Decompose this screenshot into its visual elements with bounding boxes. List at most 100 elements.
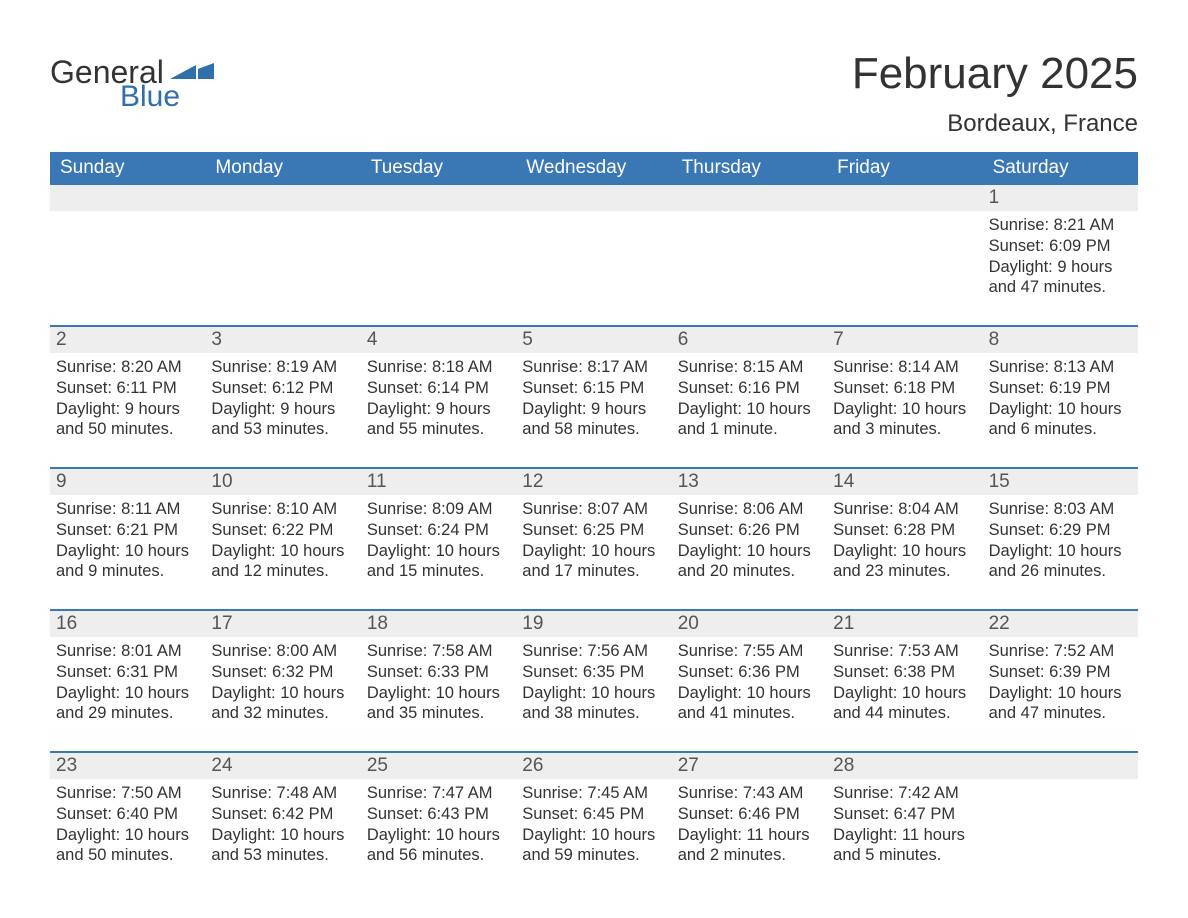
day-cell: Sunrise: 8:06 AMSunset: 6:26 PMDaylight:… [672,495,827,591]
day-detail-line: Sunset: 6:38 PM [833,662,974,683]
dow-thursday: Thursday [672,152,827,185]
day-number: 22 [983,611,1138,637]
logo: General Blue [50,56,214,112]
day-detail-line: Daylight: 10 hours and 1 minute. [678,399,819,440]
day-detail-line: Sunset: 6:42 PM [211,804,352,825]
daynum-band: 2345678 [50,327,1138,353]
day-cell: Sunrise: 7:43 AMSunset: 6:46 PMDaylight:… [672,779,827,875]
day-cell [827,211,982,307]
day-number: 21 [827,611,982,637]
day-number: 9 [50,469,205,495]
day-detail-line: Sunrise: 8:17 AM [522,357,663,378]
day-cell [516,211,671,307]
day-detail-line: Sunrise: 8:03 AM [989,499,1130,520]
day-detail-line: Sunset: 6:35 PM [522,662,663,683]
day-cell [50,211,205,307]
day-detail-line: Sunrise: 8:21 AM [989,215,1130,236]
day-detail-line: Daylight: 10 hours and 32 minutes. [211,683,352,724]
day-detail-line: Sunset: 6:22 PM [211,520,352,541]
daynum-band: 1 [50,185,1138,211]
day-detail-line: Sunset: 6:26 PM [678,520,819,541]
day-cell [205,211,360,307]
day-cell: Sunrise: 8:17 AMSunset: 6:15 PMDaylight:… [516,353,671,449]
week-row: 232425262728 Sunrise: 7:50 AMSunset: 6:4… [50,751,1138,875]
day-detail-line: Sunrise: 8:14 AM [833,357,974,378]
day-detail-line: Daylight: 9 hours and 55 minutes. [367,399,508,440]
day-cell: Sunrise: 7:58 AMSunset: 6:33 PMDaylight:… [361,637,516,733]
day-detail-line: Sunset: 6:45 PM [522,804,663,825]
day-cell [361,211,516,307]
day-body-row: Sunrise: 8:01 AMSunset: 6:31 PMDaylight:… [50,637,1138,733]
day-number: 3 [205,327,360,353]
day-number: 26 [516,753,671,779]
day-cell [983,779,1138,875]
day-number [50,185,205,211]
day-number [827,185,982,211]
day-detail-line: Daylight: 10 hours and 12 minutes. [211,541,352,582]
day-cell: Sunrise: 7:42 AMSunset: 6:47 PMDaylight:… [827,779,982,875]
day-detail-line: Sunset: 6:28 PM [833,520,974,541]
day-detail-line: Sunset: 6:11 PM [56,378,197,399]
day-detail-line: Daylight: 10 hours and 15 minutes. [367,541,508,582]
day-number [516,185,671,211]
day-number: 19 [516,611,671,637]
dow-monday: Monday [205,152,360,185]
day-body-row: Sunrise: 8:11 AMSunset: 6:21 PMDaylight:… [50,495,1138,591]
day-detail-line: Daylight: 10 hours and 29 minutes. [56,683,197,724]
dow-friday: Friday [827,152,982,185]
day-number: 5 [516,327,671,353]
day-detail-line: Sunset: 6:12 PM [211,378,352,399]
day-detail-line: Daylight: 10 hours and 17 minutes. [522,541,663,582]
day-detail-line: Sunset: 6:24 PM [367,520,508,541]
day-number: 11 [361,469,516,495]
day-cell: Sunrise: 8:18 AMSunset: 6:14 PMDaylight:… [361,353,516,449]
dow-tuesday: Tuesday [361,152,516,185]
day-detail-line: Sunrise: 7:56 AM [522,641,663,662]
day-cell: Sunrise: 7:47 AMSunset: 6:43 PMDaylight:… [361,779,516,875]
day-number [205,185,360,211]
day-detail-line: Daylight: 10 hours and 56 minutes. [367,825,508,866]
day-detail-line: Sunset: 6:14 PM [367,378,508,399]
daynum-band: 16171819202122 [50,611,1138,637]
day-number: 8 [983,327,1138,353]
day-detail-line: Sunrise: 8:15 AM [678,357,819,378]
day-detail-line: Sunset: 6:16 PM [678,378,819,399]
day-detail-line: Daylight: 10 hours and 20 minutes. [678,541,819,582]
day-cell: Sunrise: 7:52 AMSunset: 6:39 PMDaylight:… [983,637,1138,733]
day-detail-line: Daylight: 10 hours and 47 minutes. [989,683,1130,724]
day-detail-line: Sunrise: 8:07 AM [522,499,663,520]
calendar: Sunday Monday Tuesday Wednesday Thursday… [50,152,1138,875]
day-cell: Sunrise: 8:21 AMSunset: 6:09 PMDaylight:… [983,211,1138,307]
location: Bordeaux, France [852,110,1138,138]
day-cell: Sunrise: 8:09 AMSunset: 6:24 PMDaylight:… [361,495,516,591]
day-cell: Sunrise: 7:53 AMSunset: 6:38 PMDaylight:… [827,637,982,733]
day-number: 23 [50,753,205,779]
day-detail-line: Daylight: 9 hours and 58 minutes. [522,399,663,440]
day-number: 4 [361,327,516,353]
day-detail-line: Sunrise: 8:18 AM [367,357,508,378]
dow-wednesday: Wednesday [516,152,671,185]
day-body-row: Sunrise: 8:20 AMSunset: 6:11 PMDaylight:… [50,353,1138,449]
day-number: 14 [827,469,982,495]
day-cell: Sunrise: 7:55 AMSunset: 6:36 PMDaylight:… [672,637,827,733]
day-cell: Sunrise: 8:07 AMSunset: 6:25 PMDaylight:… [516,495,671,591]
dow-saturday: Saturday [983,152,1138,185]
day-detail-line: Daylight: 9 hours and 53 minutes. [211,399,352,440]
day-cell: Sunrise: 7:45 AMSunset: 6:45 PMDaylight:… [516,779,671,875]
day-number: 2 [50,327,205,353]
day-cell: Sunrise: 8:15 AMSunset: 6:16 PMDaylight:… [672,353,827,449]
day-detail-line: Sunrise: 8:01 AM [56,641,197,662]
days-of-week-header: Sunday Monday Tuesday Wednesday Thursday… [50,152,1138,185]
day-detail-line: Daylight: 10 hours and 53 minutes. [211,825,352,866]
day-number: 12 [516,469,671,495]
week-row: 9101112131415Sunrise: 8:11 AMSunset: 6:2… [50,467,1138,591]
day-detail-line: Sunset: 6:19 PM [989,378,1130,399]
day-detail-line: Daylight: 11 hours and 2 minutes. [678,825,819,866]
day-detail-line: Sunset: 6:09 PM [989,236,1130,257]
day-cell: Sunrise: 8:00 AMSunset: 6:32 PMDaylight:… [205,637,360,733]
day-detail-line: Sunset: 6:36 PM [678,662,819,683]
day-detail-line: Sunrise: 7:48 AM [211,783,352,804]
logo-text-blue: Blue [120,82,180,112]
day-detail-line: Daylight: 10 hours and 6 minutes. [989,399,1130,440]
day-detail-line: Daylight: 9 hours and 47 minutes. [989,257,1130,298]
